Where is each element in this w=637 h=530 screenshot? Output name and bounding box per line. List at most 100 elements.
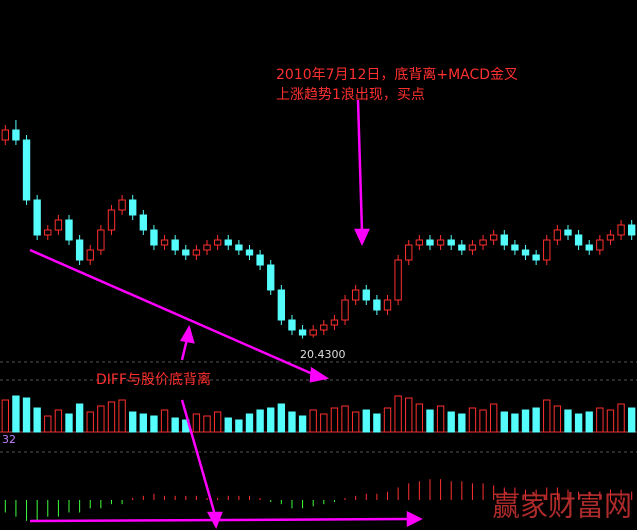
volume-bar xyxy=(500,411,508,433)
candle-body xyxy=(267,264,275,291)
candle-body xyxy=(468,244,477,251)
volume-bar xyxy=(160,409,169,433)
candle-body xyxy=(351,289,360,301)
candle-body xyxy=(532,254,540,261)
volume-bar xyxy=(553,405,562,433)
volume-bar xyxy=(267,407,275,433)
candle-body xyxy=(118,199,126,211)
volume-bar xyxy=(606,409,615,433)
volume-bar xyxy=(426,409,434,433)
volume-bar xyxy=(192,413,201,433)
volume-bar xyxy=(256,409,264,433)
candle-body xyxy=(585,244,593,251)
candle-body xyxy=(383,299,392,311)
volume-bar xyxy=(351,411,360,433)
volume-bar xyxy=(415,403,424,433)
candle-body xyxy=(139,214,148,231)
candle-body xyxy=(44,229,52,236)
volume-bar xyxy=(330,407,339,433)
candle-body xyxy=(628,224,636,236)
volume-bar xyxy=(511,413,519,433)
annotation: 上涨趋势1浪出现，买点 xyxy=(276,87,425,103)
volume-bar xyxy=(298,415,307,433)
candle-body xyxy=(458,244,466,251)
volume-bar xyxy=(213,411,222,433)
candle-body xyxy=(553,229,562,241)
candle-body xyxy=(341,299,349,321)
candle-body xyxy=(479,239,487,246)
volume-bar xyxy=(574,413,583,433)
volume-bar xyxy=(118,399,126,433)
candle-body xyxy=(97,229,105,251)
volume-bar xyxy=(521,409,530,433)
volume-bar xyxy=(373,413,381,433)
candle-body xyxy=(235,244,243,251)
indicator-label: 32 xyxy=(2,433,16,446)
volume-bar xyxy=(394,395,402,433)
volume-bar xyxy=(54,409,63,433)
volume-bar xyxy=(543,399,551,433)
volume-bar xyxy=(33,407,41,433)
volume-bar xyxy=(436,405,445,433)
volume-bar xyxy=(203,415,211,433)
low-label: 20.4300 xyxy=(300,348,346,361)
volume-bar xyxy=(596,407,604,433)
candle-body xyxy=(150,229,158,246)
candle-body xyxy=(1,129,9,141)
candle-body xyxy=(107,209,116,231)
candle-body xyxy=(129,199,137,216)
volume-bar xyxy=(405,397,413,433)
candle-body xyxy=(224,239,232,246)
candle-body xyxy=(320,324,328,331)
candle-body xyxy=(606,234,615,241)
volume-bar xyxy=(362,409,370,433)
candle-body xyxy=(298,329,307,336)
volume-bar xyxy=(22,397,31,433)
candle-body xyxy=(86,249,94,261)
candle-body xyxy=(12,129,20,141)
candle-body xyxy=(436,239,445,246)
watermark: 赢家财富网 xyxy=(492,490,632,523)
candle-body xyxy=(203,244,211,251)
volume-bar xyxy=(585,411,593,433)
candle-body xyxy=(54,219,63,231)
volume-bar xyxy=(341,405,349,433)
volume-bar xyxy=(458,413,466,433)
volume-bar xyxy=(564,409,572,433)
volume-bar xyxy=(532,407,540,433)
candle-body xyxy=(65,219,73,241)
volume-bar xyxy=(245,413,254,433)
volume-bar xyxy=(75,403,84,433)
candle-body xyxy=(617,224,625,236)
volume-bar xyxy=(320,413,328,433)
volume-bar xyxy=(447,411,455,433)
candle-body xyxy=(500,234,508,246)
candle-body xyxy=(415,239,424,246)
volume-bar xyxy=(617,403,625,433)
volume-bar xyxy=(139,413,148,433)
candle-body xyxy=(160,239,169,246)
volume-bar xyxy=(65,413,73,433)
annotation: 2010年7月12日，底背离+MACD金叉 xyxy=(276,66,518,83)
volume-bar xyxy=(288,411,296,433)
candle-body xyxy=(405,244,413,261)
candle-body xyxy=(213,239,222,246)
volume-bar xyxy=(489,403,498,433)
volume-bar xyxy=(107,401,116,433)
candle-body xyxy=(489,234,498,241)
candle-body xyxy=(192,249,201,256)
volume-bar xyxy=(468,407,477,433)
candle-body xyxy=(288,319,296,331)
volume-bar xyxy=(129,411,137,433)
candle-body xyxy=(596,239,604,251)
candle-body xyxy=(373,299,381,311)
candle-body xyxy=(182,249,190,256)
annotation: DIFF与股价底背离 xyxy=(96,371,211,388)
candle-body xyxy=(394,259,402,301)
volume-bar xyxy=(383,407,392,433)
volume-bar xyxy=(277,403,286,433)
candle-body xyxy=(75,239,84,261)
candle-body xyxy=(564,229,572,236)
